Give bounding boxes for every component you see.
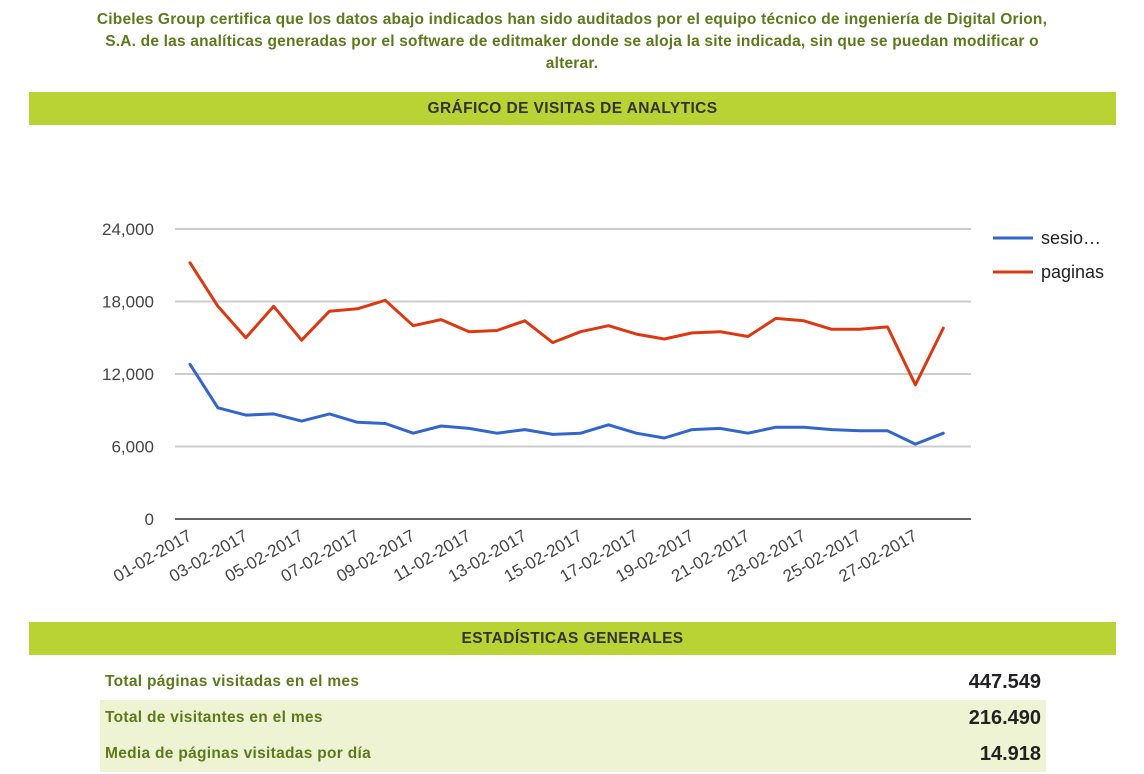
y-tick-label: 6,000 (111, 438, 154, 457)
legend-label: paginas (1041, 262, 1104, 282)
stats-row-total-visitors: Total de visitantes en el mes 216.490 (100, 700, 1046, 736)
legend-label: sesio… (1041, 228, 1101, 248)
stat-label: Media de páginas visitadas por día (105, 745, 372, 762)
chart-section-header: GRÁFICO DE VISITAS DE ANALYTICS (29, 92, 1116, 125)
y-tick-label: 12,000 (102, 365, 154, 384)
stat-value: 14.918 (979, 742, 1041, 765)
y-tick-label: 24,000 (102, 220, 154, 239)
stats-section-title: ESTADÍSTICAS GENERALES (461, 629, 684, 647)
stats-section-header: ESTADÍSTICAS GENERALES (29, 622, 1116, 655)
certification-text: Cibeles Group certifica que los datos ab… (96, 11, 1048, 72)
stat-label: Total de visitantes en el mes (105, 709, 323, 726)
stat-value: 216.490 (968, 706, 1041, 729)
visits-line-chart: 06,00012,00018,00024,00001-02-201703-02-… (102, 220, 1104, 586)
chart-section-title: GRÁFICO DE VISITAS DE ANALYTICS (427, 99, 718, 117)
stats-row-avg-pages-per-day: Media de páginas visitadas por día 14.91… (100, 736, 1046, 772)
series-line-sesiones (188, 362, 945, 446)
stat-value: 447.549 (968, 670, 1041, 693)
series-line-paginas (188, 261, 945, 387)
y-tick-label: 18,000 (102, 293, 154, 312)
stats-table: Total páginas visitadas en el mes 447.54… (100, 664, 1046, 772)
stats-row-total-pages: Total páginas visitadas en el mes 447.54… (100, 664, 1046, 700)
stat-label: Total páginas visitadas en el mes (105, 673, 360, 690)
y-tick-label: 0 (145, 510, 154, 529)
